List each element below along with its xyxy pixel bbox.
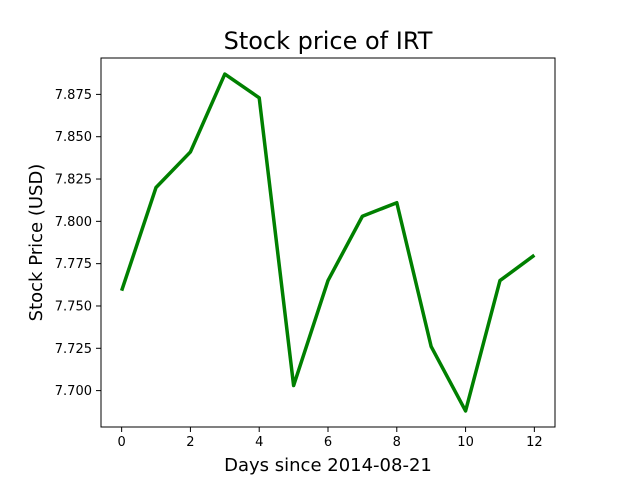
y-tick-label: 7.850 <box>55 130 92 145</box>
y-tick-label: 7.800 <box>55 215 92 230</box>
y-tick-label: 7.775 <box>55 257 92 272</box>
axes-frame <box>100 57 556 428</box>
y-tick-label: 7.700 <box>55 384 92 399</box>
x-axis: 0 2 4 6 8 10 12 <box>117 427 543 450</box>
stock-price-line <box>119 72 536 413</box>
x-axis-label: Days since 2014-08-21 <box>224 455 432 476</box>
x-tick-label: 8 <box>393 435 401 450</box>
x-tick-label: 10 <box>457 435 474 450</box>
y-tick-label: 7.825 <box>55 173 92 188</box>
y-axis-label: Stock Price (USD) <box>26 164 47 322</box>
x-tick-label: 12 <box>526 435 543 450</box>
x-tick-label: 2 <box>186 435 194 450</box>
y-axis: 7.700 7.725 7.750 7.775 7.800 7.825 7.850 7.875 <box>55 88 101 399</box>
x-tick-label: 4 <box>255 435 263 450</box>
y-tick-label: 7.725 <box>55 342 92 357</box>
x-tick-label: 6 <box>324 435 332 450</box>
chart-title: Stock price of IRT <box>224 27 433 55</box>
plot-area: 0 2 4 6 8 10 12 7.700 7.725 7.750 7.775 7.800 7.825… <box>55 57 556 450</box>
y-tick-label: 7.875 <box>55 88 92 103</box>
x-tick-label: 0 <box>117 435 125 450</box>
y-tick-label: 7.750 <box>55 299 92 314</box>
